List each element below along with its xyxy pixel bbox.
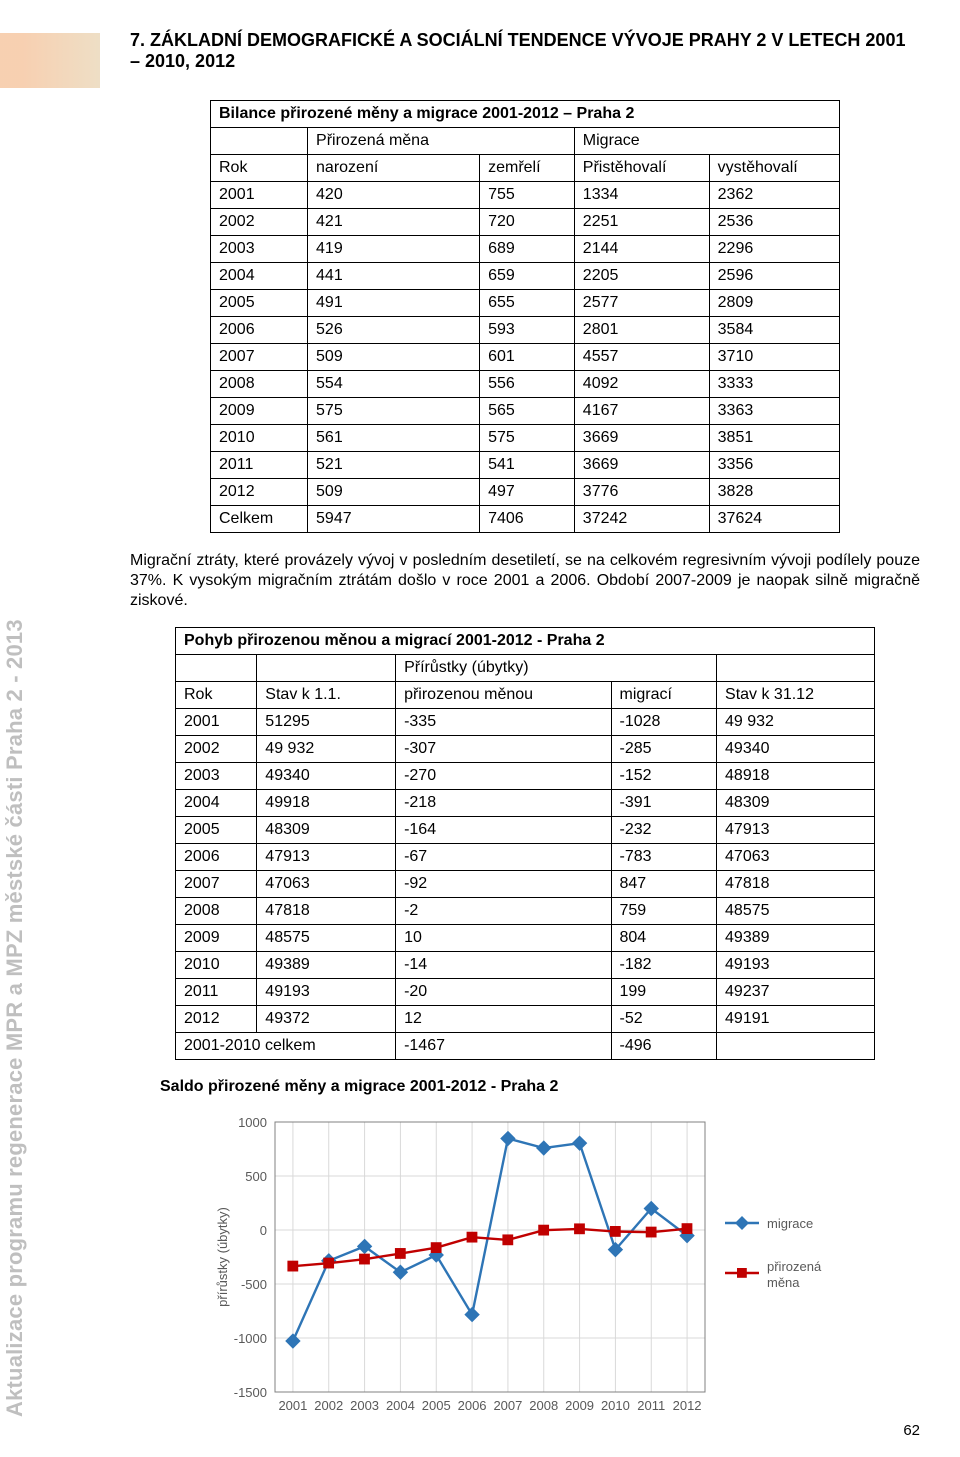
table-row: 20124937212-5249191 xyxy=(176,1006,875,1033)
t2-gh: Přírůstky (úbytky) xyxy=(396,655,611,682)
svg-text:1000: 1000 xyxy=(238,1115,267,1130)
side-vertical-title: Aktualizace programu regenerace MPR a MP… xyxy=(2,619,28,1417)
table-row: 200549165525772809 xyxy=(211,290,840,317)
table-row: 200449918-218-39148309 xyxy=(176,790,875,817)
table-row: 200855455640923333 xyxy=(211,371,840,398)
chart-title: Saldo přirozené měny a migrace 2001-2012… xyxy=(160,1078,920,1096)
body-paragraph: Migrační ztráty, které provázely vývoj v… xyxy=(130,551,920,611)
page-title: 7. ZÁKLADNÍ DEMOGRAFICKÉ A SOCIÁLNÍ TEND… xyxy=(130,30,920,72)
balance-chart: -1500 -1000 -500 0 500 1000 2001 2002 2003 2004 20… xyxy=(195,1102,855,1432)
svg-text:2002: 2002 xyxy=(314,1398,343,1413)
svg-text:-500: -500 xyxy=(241,1277,267,1292)
table-row: 200957556541673363 xyxy=(211,398,840,425)
svg-text:2012: 2012 xyxy=(673,1398,702,1413)
table-row: 201149193-2019949237 xyxy=(176,979,875,1006)
svg-text:2007: 2007 xyxy=(493,1398,522,1413)
table-movement: Pohyb přirozenou měnou a migrací 2001-20… xyxy=(175,627,875,1060)
table-row: 201056157536693851 xyxy=(211,425,840,452)
table-row: 200444165922052596 xyxy=(211,263,840,290)
svg-text:-1000: -1000 xyxy=(234,1331,267,1346)
svg-text:2001: 2001 xyxy=(278,1398,307,1413)
table-row-total: 2001-2010 celkem-1467-496 xyxy=(176,1033,875,1060)
table-row: 200548309-164-23247913 xyxy=(176,817,875,844)
svg-text:migrace: migrace xyxy=(767,1216,813,1231)
svg-text:2010: 2010 xyxy=(601,1398,630,1413)
table-row: 2009485751080449389 xyxy=(176,925,875,952)
svg-text:2006: 2006 xyxy=(458,1398,487,1413)
t1-gh-natural: Přirozená měna xyxy=(308,128,480,155)
table-row: 200142075513342362 xyxy=(211,182,840,209)
table-row: Celkem594774063724237624 xyxy=(211,506,840,533)
table-row: 200349340-270-15248918 xyxy=(176,763,875,790)
svg-text:-1500: -1500 xyxy=(234,1385,267,1400)
table-row: 200341968921442296 xyxy=(211,236,840,263)
t1-gh-migration: Migrace xyxy=(574,128,709,155)
svg-text:2011: 2011 xyxy=(637,1398,665,1413)
svg-text:2008: 2008 xyxy=(529,1398,558,1413)
svg-text:500: 500 xyxy=(245,1169,267,1184)
t2-header-row: Rok Stav k 1.1. přirozenou měnou migrací… xyxy=(176,682,875,709)
table-row: 200647913-67-78347063 xyxy=(176,844,875,871)
svg-text:přírůstky (úbytky): přírůstky (úbytky) xyxy=(215,1207,230,1307)
table-row: 200747063-9284747818 xyxy=(176,871,875,898)
svg-text:přirozená: přirozená xyxy=(767,1259,822,1274)
svg-text:0: 0 xyxy=(260,1223,267,1238)
svg-text:2003: 2003 xyxy=(350,1398,379,1413)
svg-text:2009: 2009 xyxy=(565,1398,594,1413)
table-balance: Bilance přirozené měny a migrace 2001-20… xyxy=(210,100,840,533)
header-color-band xyxy=(0,33,100,88)
table-row: 200249 932-307-28549340 xyxy=(176,736,875,763)
table-row: 200652659328013584 xyxy=(211,317,840,344)
table-row: 201049389-14-18249193 xyxy=(176,952,875,979)
table-row: 201152154136693356 xyxy=(211,452,840,479)
t1-gh-blank xyxy=(211,128,308,155)
t1-header-row: Rok narození zemřelí Přistěhovalí vystěh… xyxy=(211,155,840,182)
table-row: 200847818-275948575 xyxy=(176,898,875,925)
svg-text:měna: měna xyxy=(767,1275,800,1290)
table-row: 200151295-335-102849 932 xyxy=(176,709,875,736)
table-row: 200242172022512536 xyxy=(211,209,840,236)
svg-text:2005: 2005 xyxy=(422,1398,451,1413)
table-row: 200750960145573710 xyxy=(211,344,840,371)
table2-title: Pohyb přirozenou měnou a migrací 2001-20… xyxy=(176,628,875,655)
svg-text:2004: 2004 xyxy=(386,1398,415,1413)
table1-title: Bilance přirozené měny a migrace 2001-20… xyxy=(211,101,840,128)
table-row: 201250949737763828 xyxy=(211,479,840,506)
